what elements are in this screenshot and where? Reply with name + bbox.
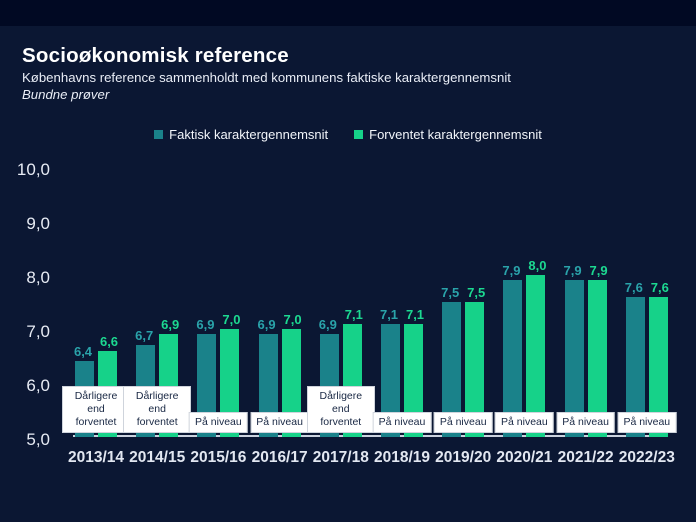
- bar-value-label: 7,6: [650, 279, 669, 295]
- chart-panel: [0, 26, 696, 522]
- page-subtitle-note: Bundne prøver: [22, 87, 110, 102]
- y-axis-label: 6,0: [26, 376, 50, 395]
- status-annotation: Dårligere end forventet: [306, 385, 375, 433]
- bar-value-label: 7,9: [589, 263, 608, 279]
- bar-value-label: 6,4: [73, 344, 93, 360]
- bar-faktisk: [442, 302, 462, 437]
- bar-forventet: [281, 329, 301, 437]
- bar-value-label: 7,0: [222, 312, 241, 327]
- bar-value-label: 7,6: [624, 279, 643, 295]
- x-axis-label: 2015/16: [190, 449, 247, 466]
- bar-value-label: 7,5: [441, 285, 460, 300]
- legend-swatch-faktisk-icon: [154, 130, 164, 139]
- bar-value-label: 7,1: [344, 306, 363, 322]
- x-axis-label: 2014/15: [129, 449, 186, 466]
- bar-value-label: 6,9: [318, 317, 337, 333]
- legend-item-forventet: Forventet karaktergennemsnit: [354, 127, 542, 142]
- x-axis-line: [73, 435, 661, 437]
- y-axis-label: 9,0: [26, 214, 50, 233]
- bar-value-label: 6,9: [161, 317, 180, 333]
- bar-value-label: 7,1: [379, 306, 399, 322]
- bar-faktisk: [564, 280, 584, 437]
- y-axis-label: 7,0: [26, 322, 50, 341]
- bar-faktisk: [258, 334, 278, 437]
- status-annotation: På niveau: [495, 411, 554, 433]
- bar-forventet: [526, 275, 546, 437]
- y-axis-label: 5,0: [26, 430, 50, 449]
- bar-value-label: 6,9: [257, 317, 276, 333]
- page-title: Socioøkonomisk reference: [22, 44, 289, 67]
- legend-label-forventet: Forventet karaktergennemsnit: [369, 127, 542, 142]
- bar-forventet: [220, 329, 240, 437]
- status-annotation: Dårligere end forventet: [123, 385, 192, 433]
- x-axis-label: 2021/22: [557, 449, 614, 466]
- bar-forventet: [648, 296, 668, 437]
- bar-faktisk: [381, 323, 400, 437]
- bar-value-label: 6,6: [99, 333, 119, 349]
- legend-item-faktisk: Faktisk karaktergennemsnit: [154, 127, 328, 142]
- bar-value-label: 7,9: [563, 263, 582, 279]
- x-axis-label: 2017/18: [312, 449, 369, 466]
- x-axis-label: 2020/21: [496, 449, 553, 466]
- y-axis-label: 8,0: [26, 268, 50, 287]
- bar-value-label: 7,5: [467, 285, 486, 300]
- bar-faktisk: [197, 334, 217, 437]
- x-axis-label: 2019/20: [435, 449, 492, 466]
- bar-value-label: 6,7: [135, 328, 154, 344]
- page-subtitle: Københavns reference sammenholdt med kom…: [22, 70, 511, 85]
- bar-faktisk: [503, 280, 523, 437]
- status-annotation: Dårligere end forventet: [62, 385, 130, 433]
- status-annotation: På niveau: [189, 411, 248, 433]
- bar-faktisk: [625, 296, 645, 437]
- bar-value-label: 6,9: [196, 317, 215, 333]
- x-axis-label: 2022/23: [618, 449, 675, 466]
- bar-value-label: 8,0: [528, 258, 547, 273]
- x-axis-label: 2016/17: [251, 449, 308, 466]
- bar-value-label: 7,1: [405, 306, 425, 322]
- status-annotation: På niveau: [433, 411, 493, 433]
- bar-value-label: 7,0: [283, 312, 302, 327]
- status-annotation: På niveau: [617, 411, 677, 433]
- legend-swatch-forventet-icon: [354, 130, 364, 139]
- status-annotation: På niveau: [556, 411, 615, 433]
- chart-legend: Faktisk karaktergennemsnit Forventet kar…: [0, 127, 696, 142]
- bar-value-label: 7,9: [502, 263, 521, 279]
- status-annotation: På niveau: [372, 411, 432, 433]
- x-axis-label: 2013/14: [67, 449, 125, 466]
- status-annotation: På niveau: [250, 411, 309, 433]
- y-axis-label: 10,0: [16, 160, 50, 179]
- bar-forventet: [404, 323, 423, 437]
- x-axis-label: 2018/19: [373, 449, 431, 466]
- legend-label-faktisk: Faktisk karaktergennemsnit: [169, 127, 329, 142]
- bar-forventet: [465, 302, 485, 437]
- bar-forventet: [587, 280, 607, 437]
